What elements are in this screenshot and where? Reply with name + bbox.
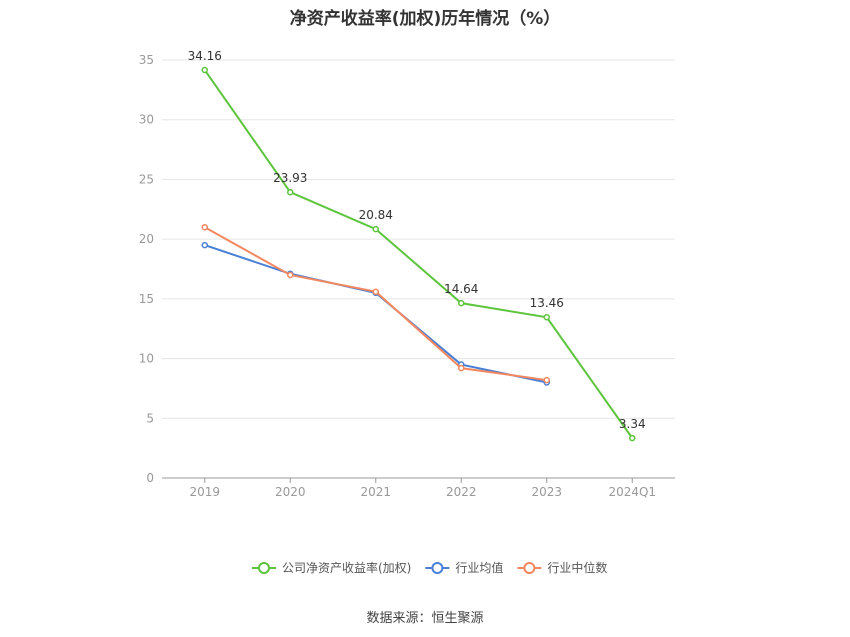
data-point[interactable]	[201, 66, 208, 74]
data-point[interactable]	[287, 271, 294, 279]
y-axis-ticks: 0 5 10 15 20 25 30 35	[139, 53, 154, 485]
legend-label: 行业中位数	[547, 560, 607, 575]
legend-marker	[523, 562, 536, 574]
data-point[interactable]	[458, 364, 465, 372]
data-point[interactable]	[629, 434, 636, 442]
legend-item[interactable]: 行业中位数	[517, 560, 607, 575]
y-tick-label: 10	[139, 352, 154, 366]
legend-item[interactable]: 公司净资产收益率(加权)	[252, 560, 411, 575]
data-label: 14.64	[444, 282, 478, 296]
data-point[interactable]	[287, 188, 294, 196]
legend-item[interactable]: 行业均值	[425, 560, 503, 575]
data-point[interactable]	[458, 299, 465, 307]
legend-label: 行业均值	[455, 560, 503, 575]
y-tick-label: 15	[139, 292, 154, 306]
data-point[interactable]	[372, 225, 379, 233]
y-tick-label: 5	[146, 411, 154, 425]
y-tick-label: 30	[139, 113, 154, 127]
data-point[interactable]	[201, 223, 208, 231]
data-label: 3.34	[619, 417, 646, 431]
x-axis: 2019 2020 2021 2022 2023 2024Q1	[162, 477, 675, 499]
data-point[interactable]	[201, 241, 208, 249]
data-source: 数据来源：恒生聚源	[366, 611, 484, 626]
legend-marker	[431, 562, 444, 574]
y-tick-label: 0	[146, 471, 154, 485]
series-line	[204, 226, 547, 382]
y-tick-label: 25	[139, 172, 154, 186]
series-line	[204, 244, 547, 384]
legend-marker	[258, 562, 270, 574]
data-labels: 34.16 23.93 20.84 14.64 13.46 3.34	[188, 49, 646, 431]
legend-label: 公司净资产收益率(加权)	[282, 560, 411, 575]
x-tick-label: 2021	[360, 485, 391, 499]
x-tick-label: 2024Q1	[608, 485, 656, 499]
x-tick-label: 2019	[189, 485, 220, 499]
data-label: 13.46	[530, 296, 564, 310]
data-label: 20.84	[359, 208, 393, 222]
data-point[interactable]	[543, 313, 550, 321]
chart-title: 净资产收益率(加权)历年情况（%）	[289, 9, 561, 29]
data-point[interactable]	[543, 376, 550, 384]
x-tick-label: 2020	[275, 485, 306, 499]
data-label: 34.16	[188, 49, 222, 63]
legend: 公司净资产收益率(加权) 行业均值 行业中位数	[252, 560, 607, 575]
data-point[interactable]	[372, 288, 379, 295]
x-tick-label: 2023	[531, 485, 562, 499]
x-tick-label: 2022	[446, 485, 477, 499]
grid-lines	[162, 59, 675, 419]
y-tick-label: 35	[139, 53, 154, 67]
series-line	[203, 69, 634, 439]
series-group	[201, 66, 636, 442]
data-label: 23.93	[273, 171, 307, 185]
y-tick-label: 20	[139, 232, 154, 246]
